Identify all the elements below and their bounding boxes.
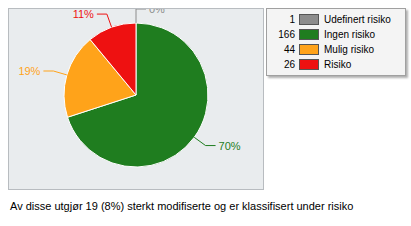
svg-text:0%: 0% [149, 9, 165, 15]
html-text:1: 1 [289, 14, 295, 25]
html-text:Risiko: Risiko [324, 59, 352, 70]
html-text:26: 26 [283, 59, 295, 70]
html-text:Mulig risiko: Mulig risiko [324, 44, 374, 55]
html-text:Ingen risiko: Ingen risiko [324, 29, 376, 40]
html-text:166: 166 [278, 29, 295, 40]
html-text:Av disse utgjør 19 (8%) sterkt: Av disse utgjør 19 (8%) sterkt modifiser… [10, 200, 354, 212]
svg-text:11%: 11% [73, 9, 94, 20]
html-text:44: 44 [283, 44, 295, 55]
html-text:Udefinert risiko: Udefinert risiko [324, 14, 391, 25]
svg-text:19%: 19% [18, 65, 40, 77]
svg-text:70%: 70% [219, 140, 241, 152]
